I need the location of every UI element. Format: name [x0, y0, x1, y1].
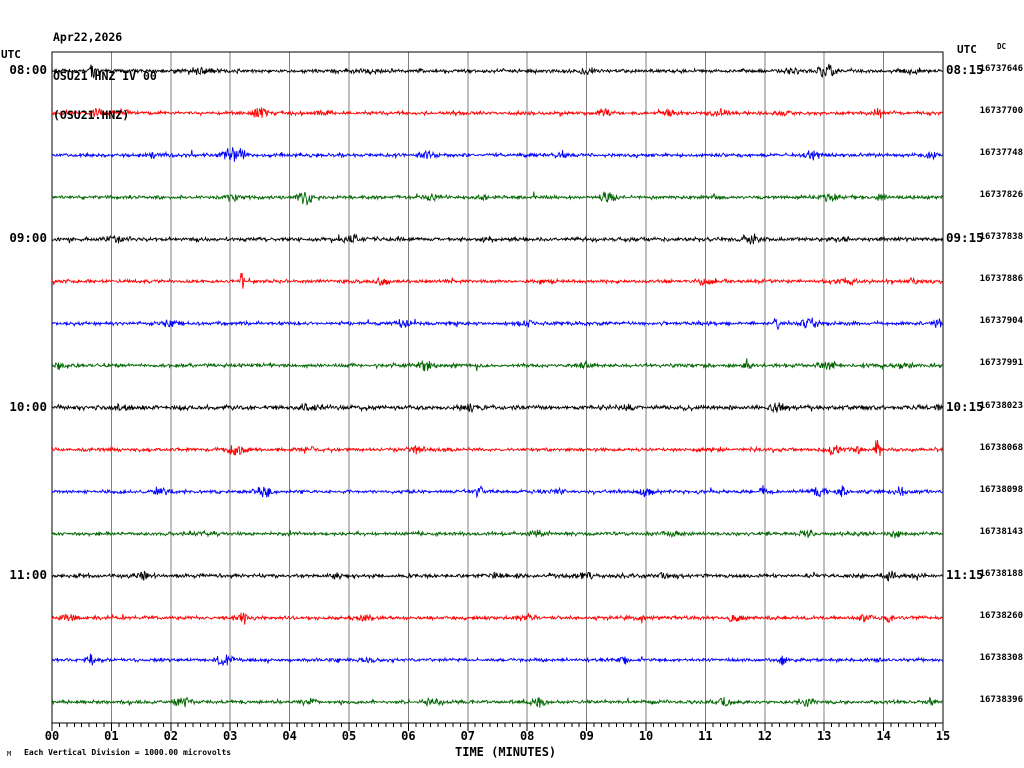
- seismo-trace: [51, 147, 943, 162]
- dc-value: 16737826: [979, 190, 1023, 201]
- utc-left-header: UTC: [1, 48, 21, 61]
- dc-value: 16737904: [979, 316, 1023, 327]
- seismo-trace: [51, 570, 943, 582]
- seismo-trace: [51, 484, 943, 499]
- seismo-trace: [51, 402, 943, 414]
- dc-column-header: DC: [997, 42, 1007, 51]
- x-tick-label: 06: [401, 729, 416, 743]
- plot-border: [51, 51, 944, 724]
- x-axis-label: TIME (MINUTES): [455, 745, 557, 759]
- right-time-label: 09:15: [946, 230, 984, 246]
- title-date: Apr22,2026: [53, 30, 123, 44]
- right-time-label: 11:15: [946, 566, 984, 582]
- dc-value: 16738188: [979, 568, 1023, 579]
- seismo-trace: [51, 612, 943, 625]
- scale-note: Each Vertical Division = 1000.00 microvo…: [24, 748, 232, 757]
- seismo-trace: [51, 63, 943, 79]
- dc-value: 16738396: [979, 695, 1023, 705]
- dc-value: 16738023: [979, 400, 1023, 411]
- x-tick-label: 12: [757, 729, 773, 743]
- seismo-trace: [51, 439, 943, 456]
- dc-value: 16738260: [979, 610, 1023, 621]
- corner-mark: M: [7, 750, 12, 758]
- title-station: OSU21 HNZ IV 00: [53, 69, 157, 83]
- left-time-label: 08:00: [9, 62, 47, 77]
- x-tick-label: 04: [282, 729, 297, 743]
- left-time-label: 09:00: [9, 230, 47, 246]
- dc-value: 16738308: [979, 652, 1023, 663]
- dc-value: 16737646: [979, 64, 1023, 74]
- right-time-label: 08:15: [946, 62, 984, 77]
- left-time-label: 11:00: [9, 566, 47, 582]
- x-tick-label: 09: [579, 729, 594, 743]
- seismo-trace: [51, 317, 943, 331]
- dc-value: 16737748: [979, 148, 1023, 159]
- x-tick-label: 10: [638, 729, 654, 743]
- seismo-trace: [51, 358, 943, 372]
- seismo-trace: [51, 653, 943, 667]
- x-tick-label: 00: [44, 729, 60, 743]
- x-tick-label: 14: [876, 729, 891, 743]
- dc-value: 16738068: [979, 442, 1023, 453]
- x-tick-label: 15: [935, 729, 951, 743]
- seismo-trace: [51, 107, 943, 119]
- seismo-trace: [51, 528, 943, 539]
- right-time-label: 10:15: [946, 398, 984, 414]
- dc-value: 16737886: [979, 274, 1023, 285]
- x-tick-label: 07: [460, 729, 476, 743]
- x-tick-label: 13: [816, 729, 832, 743]
- seismo-trace: [51, 273, 943, 289]
- dc-value: 16738143: [979, 526, 1023, 537]
- dc-value: 16737700: [979, 106, 1023, 117]
- x-tick-label: 11: [698, 729, 713, 743]
- title-channel: (OSU21.HNZ): [53, 108, 130, 122]
- seismo-trace: [51, 190, 943, 206]
- seismo-trace: [51, 233, 943, 245]
- utc-right-header: UTC: [957, 43, 977, 56]
- x-tick-label: 05: [341, 729, 357, 743]
- dc-value: 16737838: [979, 232, 1023, 243]
- seismo-trace: [51, 696, 943, 708]
- x-tick-label: 08: [519, 729, 535, 743]
- x-tick-label: 02: [163, 729, 179, 743]
- title-block: Apr22,2026 OSU21 HNZ IV 00 (OSU21.HNZ): [53, 5, 157, 148]
- dc-value: 16737991: [979, 358, 1023, 369]
- x-tick-label: 03: [222, 729, 238, 743]
- dc-value: 16738098: [979, 484, 1023, 495]
- x-tick-label: 01: [104, 729, 119, 743]
- left-time-label: 10:00: [9, 398, 47, 414]
